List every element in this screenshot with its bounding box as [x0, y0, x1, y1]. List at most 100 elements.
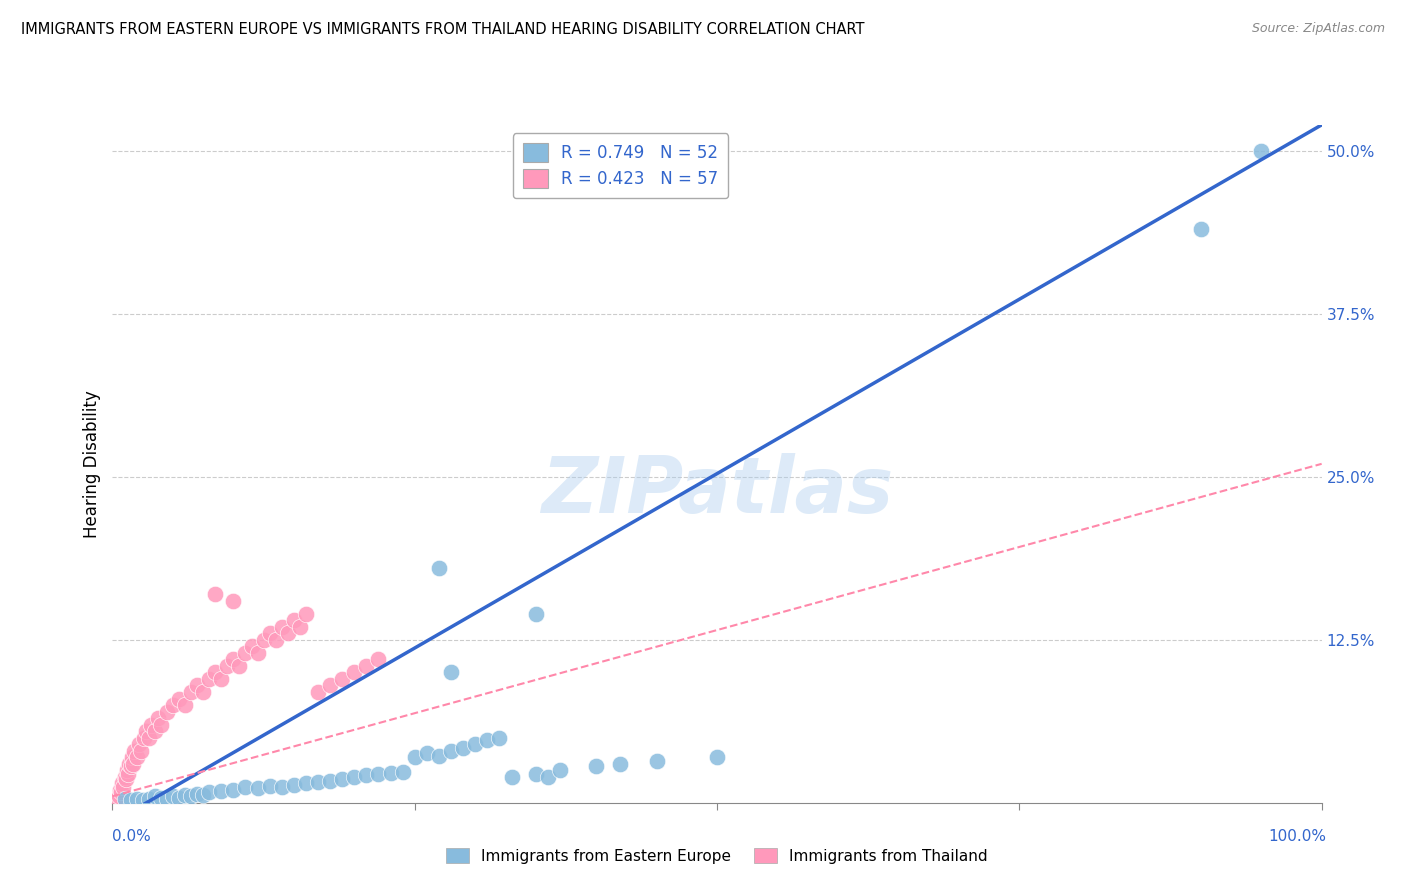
- Point: [131, 744, 153, 758]
- Point: [180, 685, 202, 699]
- Point: [222, 593, 245, 607]
- Point: [149, 790, 172, 805]
- Point: [246, 781, 269, 796]
- Point: [440, 665, 463, 680]
- Point: [343, 770, 366, 784]
- Point: [143, 789, 166, 804]
- Point: [464, 737, 486, 751]
- Point: [112, 780, 135, 794]
- Point: [186, 678, 208, 692]
- Point: [277, 626, 299, 640]
- Point: [132, 793, 155, 807]
- Point: [114, 772, 136, 787]
- Point: [501, 770, 523, 784]
- Point: [259, 626, 281, 640]
- Point: [110, 785, 132, 799]
- Point: [118, 756, 141, 771]
- Point: [162, 698, 184, 712]
- Point: [149, 717, 172, 731]
- Point: [174, 788, 197, 802]
- Point: [122, 756, 145, 771]
- Point: [319, 773, 342, 788]
- Point: [488, 731, 510, 745]
- Point: [138, 731, 160, 745]
- Point: [115, 763, 138, 777]
- Point: [198, 785, 221, 799]
- Point: [427, 561, 450, 575]
- Point: [141, 717, 163, 731]
- Point: [585, 759, 607, 773]
- Point: [120, 793, 142, 807]
- Point: [162, 789, 184, 804]
- Point: [537, 770, 560, 784]
- Point: [253, 632, 276, 647]
- Point: [132, 731, 155, 745]
- Point: [295, 607, 318, 621]
- Point: [451, 741, 474, 756]
- Point: [114, 770, 136, 784]
- Point: [222, 652, 245, 666]
- Point: [204, 587, 226, 601]
- Point: [307, 685, 329, 699]
- Point: [356, 768, 378, 782]
- Point: [283, 613, 305, 627]
- Point: [270, 780, 292, 794]
- Point: [367, 767, 389, 781]
- Point: [138, 792, 160, 806]
- Point: [524, 607, 547, 621]
- Point: [307, 775, 329, 789]
- Point: [222, 782, 245, 797]
- Point: [235, 646, 257, 660]
- Point: [228, 659, 250, 673]
- Text: 100.0%: 100.0%: [1268, 830, 1326, 844]
- Point: [404, 750, 426, 764]
- Point: [143, 724, 166, 739]
- Point: [148, 711, 170, 725]
- Point: [217, 659, 239, 673]
- Point: [156, 792, 179, 806]
- Point: [246, 646, 269, 660]
- Text: 0.0%: 0.0%: [112, 830, 152, 844]
- Point: [330, 672, 353, 686]
- Point: [264, 632, 287, 647]
- Point: [343, 665, 366, 680]
- Point: [1250, 144, 1272, 158]
- Point: [191, 685, 215, 699]
- Point: [125, 792, 148, 806]
- Text: Source: ZipAtlas.com: Source: ZipAtlas.com: [1251, 22, 1385, 36]
- Point: [240, 640, 263, 654]
- Text: IMMIGRANTS FROM EASTERN EUROPE VS IMMIGRANTS FROM THAILAND HEARING DISABILITY CO: IMMIGRANTS FROM EASTERN EUROPE VS IMMIGR…: [21, 22, 865, 37]
- Point: [1189, 222, 1212, 236]
- Point: [440, 744, 463, 758]
- Point: [191, 788, 215, 802]
- Point: [259, 779, 281, 793]
- Point: [107, 789, 129, 804]
- Point: [167, 790, 190, 805]
- Point: [548, 763, 571, 777]
- Point: [235, 780, 257, 794]
- Text: ZIPatlas: ZIPatlas: [541, 453, 893, 529]
- Point: [105, 793, 128, 807]
- Point: [121, 750, 143, 764]
- Point: [180, 789, 202, 804]
- Point: [135, 724, 157, 739]
- Point: [330, 772, 353, 787]
- Point: [120, 759, 142, 773]
- Point: [198, 672, 221, 686]
- Point: [125, 750, 148, 764]
- Point: [391, 764, 413, 779]
- Point: [186, 787, 208, 801]
- Y-axis label: Hearing Disability: Hearing Disability: [83, 390, 101, 538]
- Point: [645, 754, 668, 768]
- Point: [167, 691, 190, 706]
- Point: [156, 705, 179, 719]
- Point: [108, 782, 131, 797]
- Legend: Immigrants from Eastern Europe, Immigrants from Thailand: Immigrants from Eastern Europe, Immigran…: [440, 841, 994, 870]
- Point: [706, 750, 728, 764]
- Point: [367, 652, 389, 666]
- Point: [319, 678, 342, 692]
- Point: [356, 659, 378, 673]
- Point: [270, 620, 292, 634]
- Point: [609, 756, 631, 771]
- Point: [117, 767, 139, 781]
